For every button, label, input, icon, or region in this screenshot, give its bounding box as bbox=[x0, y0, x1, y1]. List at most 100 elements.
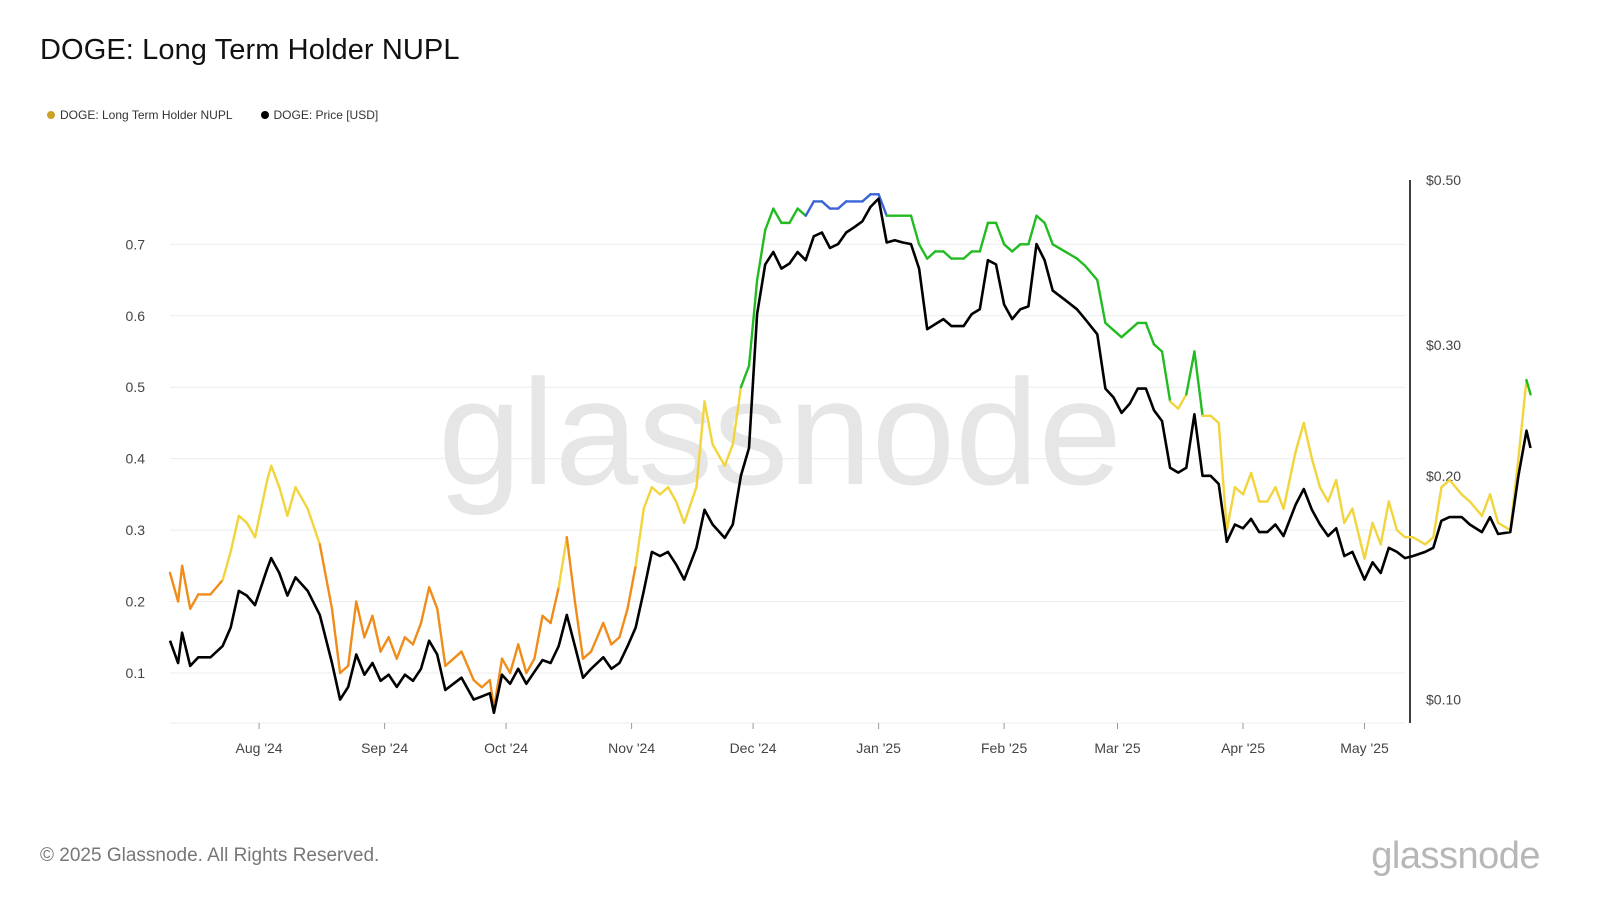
nupl-segment bbox=[472, 678, 483, 689]
nupl-segment bbox=[346, 600, 358, 668]
nupl-segment bbox=[318, 543, 334, 610]
nupl-segment bbox=[1152, 343, 1164, 353]
nupl-segment bbox=[674, 500, 686, 525]
nupl-segment bbox=[650, 486, 662, 496]
nupl-segment bbox=[1282, 450, 1297, 510]
nupl-segment bbox=[711, 443, 726, 467]
nupl-segment bbox=[994, 221, 1006, 246]
nupl-segment bbox=[634, 507, 645, 568]
nupl-segment bbox=[168, 571, 180, 603]
y-right-tick-1: $0.20 bbox=[1426, 468, 1461, 484]
grid-lines bbox=[170, 243, 1405, 724]
nupl-segment bbox=[723, 443, 735, 467]
nupl-segment bbox=[695, 400, 706, 489]
nupl-segment bbox=[1318, 486, 1330, 503]
nupl-segment bbox=[338, 664, 350, 675]
nupl-segment bbox=[355, 600, 366, 639]
nupl-segment bbox=[1310, 457, 1322, 489]
nupl-segment bbox=[1440, 478, 1451, 489]
nupl-segment bbox=[1468, 500, 1484, 518]
nupl-segment bbox=[379, 636, 390, 653]
nupl-segment bbox=[221, 550, 232, 582]
x-tick-9: May '25 bbox=[1340, 740, 1389, 756]
legend-label-nupl: DOGE: Long Term Holder NUPL bbox=[60, 108, 233, 122]
nupl-segment bbox=[1395, 528, 1407, 539]
y-left-tick-2: 0.3 bbox=[126, 522, 146, 538]
nupl-segment bbox=[1351, 507, 1366, 560]
nupl-segment bbox=[1128, 321, 1139, 332]
nupl-segment bbox=[517, 643, 528, 675]
nupl-segment bbox=[294, 486, 309, 510]
legend-item-nupl[interactable]: DOGE: Long Term Holder NUPL bbox=[47, 108, 233, 122]
nupl-segment bbox=[330, 607, 342, 675]
nupl-segment bbox=[1411, 536, 1427, 546]
nupl-segment bbox=[1363, 521, 1374, 560]
chart-title: DOGE: Long Term Holder NUPL bbox=[40, 34, 460, 66]
x-axis: Aug '24 Sep '24 Oct '24 Nov '24 Dec '24 Jan '… bbox=[236, 723, 1389, 756]
nupl-segment bbox=[549, 586, 560, 625]
legend-dot-nupl bbox=[47, 111, 55, 119]
nupl-segment bbox=[764, 207, 775, 232]
nupl-segment bbox=[209, 578, 224, 596]
nupl-segment bbox=[1326, 478, 1338, 503]
nupl-segment bbox=[565, 536, 577, 603]
nupl-segment bbox=[1274, 486, 1285, 510]
y-left-tick-1: 0.2 bbox=[126, 594, 146, 610]
nupl-segment bbox=[1002, 243, 1014, 253]
nupl-segment bbox=[427, 586, 439, 610]
nupl-segment bbox=[1294, 421, 1305, 453]
nupl-segment bbox=[1112, 328, 1123, 339]
nupl-segment bbox=[525, 657, 536, 675]
nupl-segment bbox=[371, 614, 382, 653]
nupl-segment bbox=[820, 200, 832, 210]
nupl-segment bbox=[557, 536, 569, 589]
nupl-segment bbox=[747, 278, 759, 367]
nupl-segment bbox=[658, 486, 670, 496]
y-left-tick-3: 0.4 bbox=[126, 451, 146, 467]
nupl-segment bbox=[877, 193, 888, 217]
legend-item-price[interactable]: DOGE: Price [USD] bbox=[260, 108, 378, 122]
nupl-segment bbox=[1371, 521, 1382, 546]
nupl-segment bbox=[1343, 507, 1354, 525]
nupl-segment bbox=[265, 464, 273, 482]
nupl-segment bbox=[286, 486, 297, 518]
y-left-tick-5: 0.6 bbox=[126, 308, 146, 324]
x-tick-8: Apr '25 bbox=[1221, 740, 1265, 756]
nupl-segment bbox=[500, 657, 512, 675]
watermark: glassnode bbox=[438, 348, 1122, 516]
nupl-segment bbox=[1043, 221, 1054, 246]
y-left-tick-4: 0.5 bbox=[126, 379, 146, 395]
y-axis-right: $0.10 $0.20 $0.30 $0.50 bbox=[1426, 172, 1461, 708]
nupl-segment bbox=[1334, 478, 1346, 525]
nupl-segment bbox=[245, 521, 257, 539]
nupl-segment bbox=[755, 228, 767, 282]
nupl-segment bbox=[1517, 378, 1528, 460]
nupl-segment bbox=[278, 486, 289, 518]
nupl-segment bbox=[270, 464, 281, 489]
x-tick-1: Sep '24 bbox=[361, 740, 408, 756]
nupl-segment bbox=[739, 364, 751, 389]
nupl-segment bbox=[1379, 500, 1391, 546]
nupl-segment bbox=[1185, 350, 1196, 396]
nupl-segment bbox=[363, 614, 374, 639]
nupl-segment bbox=[917, 243, 929, 260]
price-line-path bbox=[168, 197, 1532, 715]
x-tick-7: Mar '25 bbox=[1094, 740, 1140, 756]
x-tick-3: Nov '24 bbox=[608, 740, 655, 756]
nupl-segment bbox=[925, 250, 937, 260]
nupl-segment bbox=[1266, 486, 1277, 503]
nupl-segment bbox=[1448, 478, 1463, 496]
nupl-segment bbox=[419, 586, 431, 625]
nupl-segment bbox=[508, 643, 520, 675]
nupl-segment bbox=[703, 400, 714, 446]
nupl-segment bbox=[387, 636, 398, 660]
y-left-tick-6: 0.7 bbox=[126, 236, 146, 252]
nupl-segment bbox=[1011, 243, 1022, 253]
nupl-segment bbox=[942, 250, 953, 260]
nupl-segment bbox=[1035, 214, 1046, 225]
nupl-segment bbox=[788, 207, 799, 225]
nupl-segment bbox=[602, 621, 613, 646]
nupl-segment bbox=[1387, 500, 1399, 532]
nupl-segment bbox=[589, 621, 605, 653]
nupl-segment bbox=[1249, 471, 1261, 503]
